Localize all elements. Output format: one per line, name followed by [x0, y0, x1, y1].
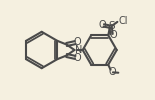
- Text: O: O: [108, 67, 116, 77]
- Text: O: O: [109, 30, 117, 40]
- Text: O: O: [74, 37, 81, 47]
- Text: O: O: [74, 53, 81, 63]
- Text: N: N: [75, 45, 83, 55]
- Text: S: S: [108, 22, 115, 32]
- Text: O: O: [98, 20, 106, 30]
- Text: Cl: Cl: [118, 16, 128, 26]
